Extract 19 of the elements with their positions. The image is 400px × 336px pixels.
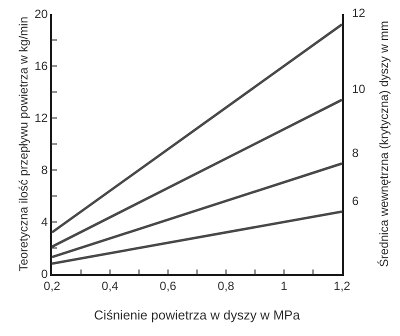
- y-axis-title: Teoretyczna ilość przepływu powietrza w kg/min: [16, 16, 30, 272]
- series-label: 6: [352, 194, 359, 208]
- x-tick-label: 0,6: [160, 279, 177, 294]
- x-tick-label: 0,4: [102, 279, 119, 294]
- series-label: 10: [352, 82, 366, 96]
- series-label: 8: [352, 146, 359, 160]
- y-tick-label: 12: [34, 111, 48, 126]
- y-tick-label: 4: [41, 215, 48, 230]
- x-tick-label: 0,8: [218, 279, 235, 294]
- x-tick-label: 0,2: [44, 279, 61, 294]
- y-tick-label: 20: [34, 7, 48, 22]
- x-tick-label: 1: [280, 279, 288, 294]
- x-axis-title: Ciśnienie powietrza w dyszy w MPa: [94, 307, 301, 322]
- y2-axis-title: Średnica wewnętrzna (krytyczna) dyszy w mm: [377, 20, 391, 267]
- y-tick-label: 0: [41, 267, 48, 282]
- x-tick-label: 1,2: [334, 279, 351, 294]
- y-tick-label: 16: [34, 59, 48, 74]
- y-tick-label: 8: [41, 163, 48, 178]
- series-label: 12: [352, 6, 366, 20]
